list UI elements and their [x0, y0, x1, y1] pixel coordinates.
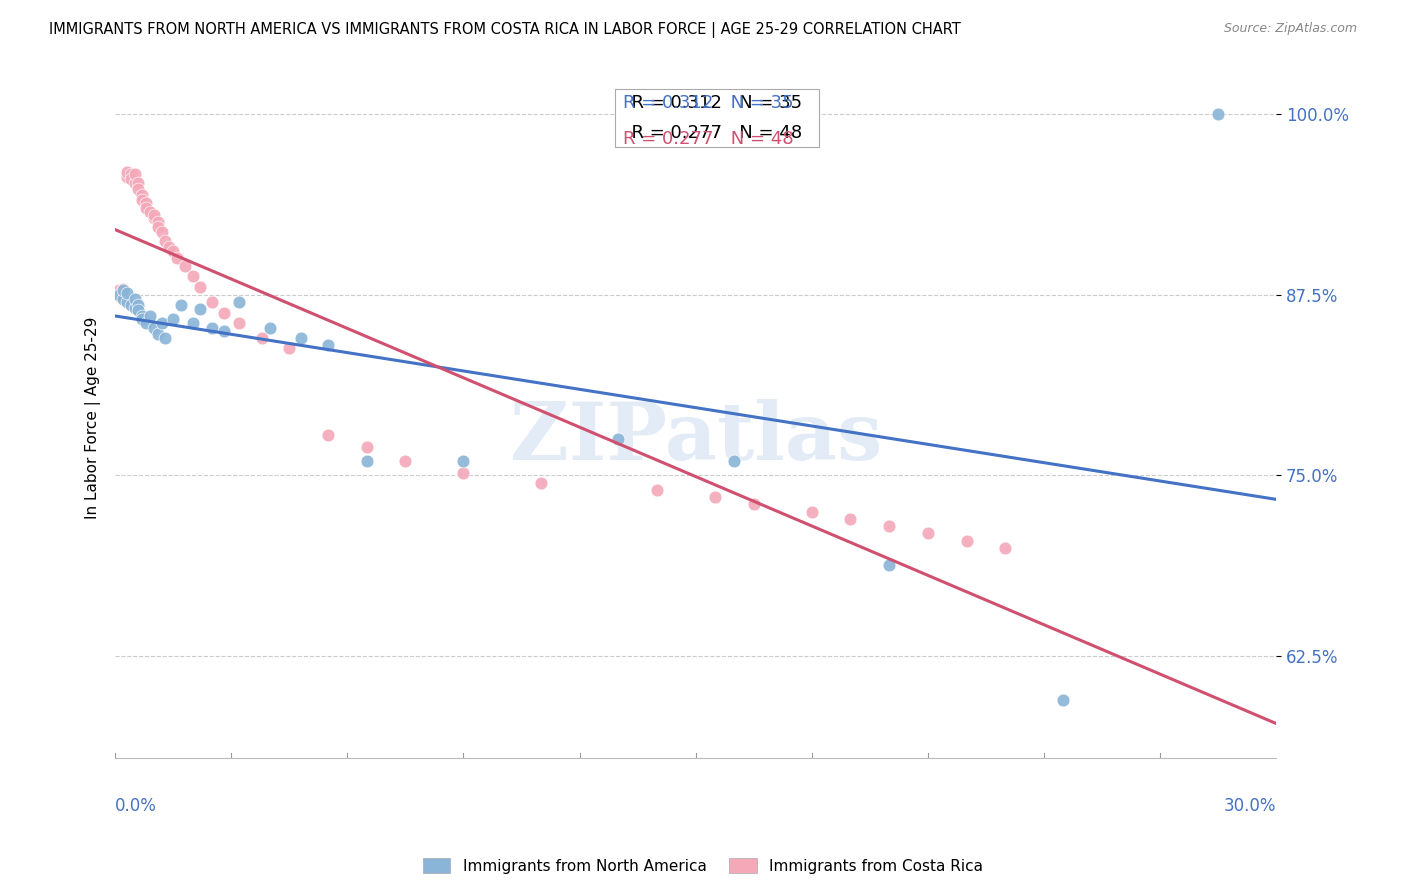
Point: [139, 205, 162, 219]
Point: [453, 454, 475, 468]
Point: [166, 252, 188, 266]
Point: [111, 282, 134, 296]
Point: [173, 259, 195, 273]
Point: [1052, 693, 1074, 707]
Point: [127, 182, 149, 196]
Point: [124, 301, 146, 315]
Point: [115, 164, 138, 178]
Point: [188, 301, 211, 316]
Point: [278, 341, 301, 355]
Point: [228, 317, 250, 331]
Point: [115, 286, 138, 301]
Point: [135, 196, 157, 211]
Point: [124, 168, 146, 182]
Point: [212, 306, 235, 320]
Point: [127, 303, 149, 318]
Point: [124, 176, 146, 190]
Text: R = 0.312   N = 35  
  R = 0.277   N = 48: R = 0.312 N = 35 R = 0.277 N = 48: [620, 95, 814, 142]
Text: IMMIGRANTS FROM NORTH AMERICA VS IMMIGRANTS FROM COSTA RICA IN LABOR FORCE | AGE: IMMIGRANTS FROM NORTH AMERICA VS IMMIGRA…: [49, 22, 960, 38]
Point: [139, 310, 162, 324]
Point: [201, 294, 224, 309]
Point: [142, 321, 165, 335]
Point: [131, 310, 153, 324]
Point: [1206, 106, 1229, 120]
Point: [394, 454, 416, 468]
Point: [131, 194, 153, 208]
Point: [994, 541, 1017, 555]
Point: [120, 298, 142, 312]
Point: [111, 283, 134, 297]
Point: [800, 505, 823, 519]
Point: [108, 283, 131, 297]
Point: [157, 240, 180, 254]
Point: [742, 497, 765, 511]
Point: [356, 454, 378, 468]
Point: [723, 454, 745, 468]
Point: [142, 208, 165, 222]
Point: [131, 187, 153, 202]
Point: [162, 244, 184, 259]
Point: [645, 483, 668, 497]
Point: [108, 287, 131, 301]
Point: [212, 324, 235, 338]
Point: [135, 201, 157, 215]
Point: [188, 280, 211, 294]
Point: [127, 176, 149, 190]
Point: [917, 526, 939, 541]
Text: ZIPatlas: ZIPatlas: [509, 399, 882, 477]
Text: 0.0%: 0.0%: [115, 797, 157, 814]
Point: [150, 225, 173, 239]
Legend: Immigrants from North America, Immigrants from Costa Rica: Immigrants from North America, Immigrant…: [416, 852, 990, 880]
Point: [155, 234, 177, 248]
Point: [131, 312, 153, 326]
Point: [259, 321, 281, 335]
Point: [316, 338, 339, 352]
Point: [228, 294, 250, 309]
Point: [108, 287, 131, 301]
Point: [142, 211, 165, 225]
Point: [111, 292, 134, 306]
Point: [839, 512, 862, 526]
Point: [115, 170, 138, 185]
Point: [252, 331, 274, 345]
Point: [111, 286, 134, 301]
Point: [135, 317, 157, 331]
Point: [115, 294, 138, 309]
Point: [150, 317, 173, 331]
Point: [146, 219, 169, 234]
Point: [877, 519, 900, 533]
Point: [290, 331, 312, 345]
Point: [120, 171, 142, 186]
Point: [181, 317, 204, 331]
Point: [356, 440, 378, 454]
Point: [607, 432, 630, 446]
Point: [124, 292, 146, 306]
Point: [181, 268, 204, 283]
Point: [146, 215, 169, 229]
Text: R = 0.277   N = 48: R = 0.277 N = 48: [623, 130, 793, 148]
Point: [146, 326, 169, 341]
Point: [453, 466, 475, 480]
Text: 30.0%: 30.0%: [1223, 797, 1277, 814]
Text: Source: ZipAtlas.com: Source: ZipAtlas.com: [1223, 22, 1357, 36]
Point: [877, 558, 900, 573]
Point: [530, 475, 553, 490]
Point: [162, 312, 184, 326]
Point: [120, 168, 142, 182]
Point: [127, 298, 149, 312]
Point: [704, 490, 727, 504]
Point: [955, 533, 977, 548]
Text: R = 0.312   N = 35: R = 0.312 N = 35: [623, 95, 793, 112]
Y-axis label: In Labor Force | Age 25-29: In Labor Force | Age 25-29: [86, 317, 101, 519]
Point: [155, 331, 177, 345]
Point: [170, 298, 193, 312]
Point: [316, 428, 339, 442]
Point: [201, 321, 224, 335]
